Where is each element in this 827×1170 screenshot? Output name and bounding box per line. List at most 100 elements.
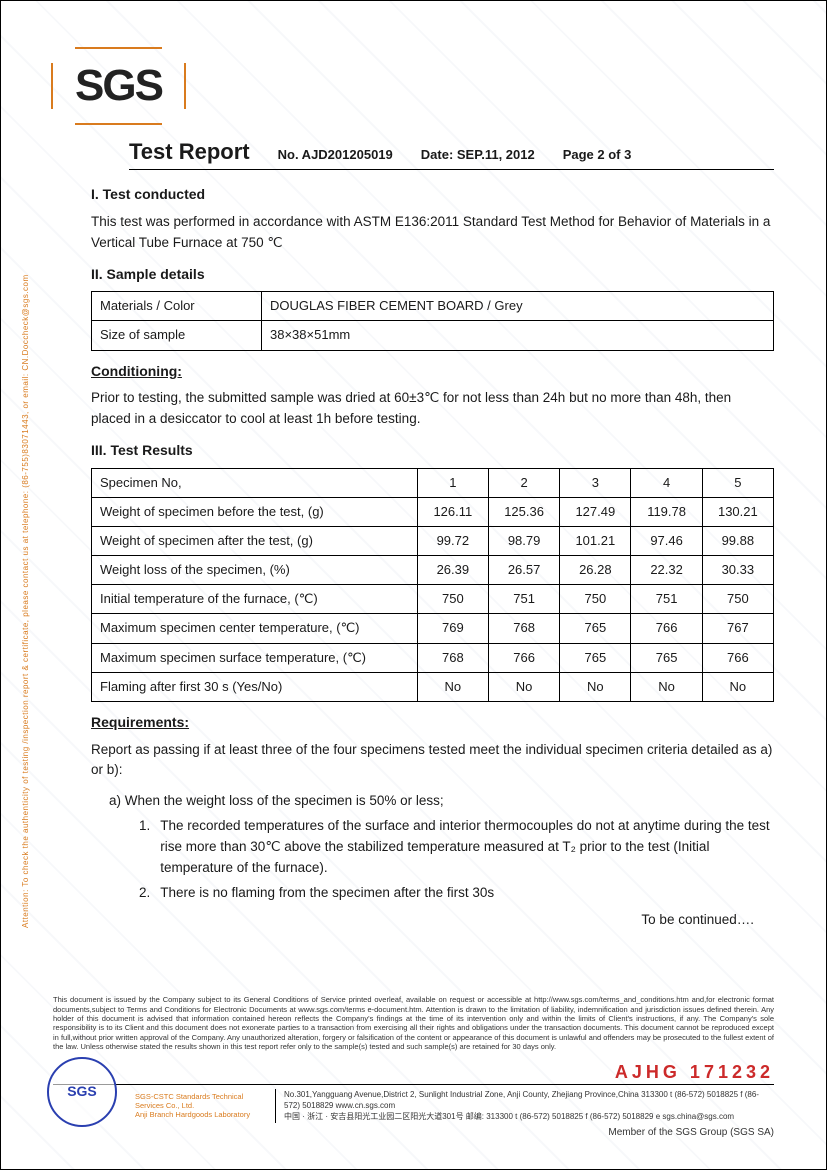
requirements-intro: Report as passing if at least three of t… (91, 740, 774, 782)
cell: 99.72 (417, 527, 488, 556)
req-a2: 2. There is no flaming from the specimen… (139, 883, 774, 904)
section-1-body: This test was performed in accordance wi… (91, 212, 774, 254)
to-be-continued: To be continued…. (91, 910, 774, 931)
cell: 769 (417, 614, 488, 643)
footer-red-code: AJHG 171232 (53, 1061, 774, 1084)
conditioning-heading: Conditioning: (91, 361, 774, 383)
cell: 768 (417, 643, 488, 672)
cell: 125.36 (488, 497, 559, 526)
cell: No (417, 672, 488, 701)
cell: 101.21 (560, 527, 631, 556)
cell: 2 (488, 468, 559, 497)
table-row: Initial temperature of the furnace, (℃)7… (92, 585, 774, 614)
cell: No (488, 672, 559, 701)
cell: 750 (702, 585, 773, 614)
footer-fine-print: This document is issued by the Company s… (53, 995, 774, 1051)
report-page: Page 2 of 3 (563, 147, 632, 162)
requirements-heading: Requirements: (91, 712, 774, 734)
footer-company-line2: Anji Branch Hardgoods Laboratory (135, 1110, 265, 1119)
footer-member: Member of the SGS Group (SGS SA) (53, 1127, 774, 1140)
footer-company-line1: SGS-CSTC Standards Technical Services Co… (135, 1092, 265, 1110)
logo-block: SGS (69, 57, 774, 115)
section-3-heading: III. Test Results (91, 440, 774, 462)
cell: No (631, 672, 702, 701)
table-row: Specimen No,12345 (92, 468, 774, 497)
cell: 766 (631, 614, 702, 643)
table-row: Maximum specimen surface temperature, (℃… (92, 643, 774, 672)
cell: Maximum specimen surface temperature, (℃… (92, 643, 418, 672)
cell: Size of sample (92, 321, 262, 350)
cell: Weight loss of the specimen, (%) (92, 556, 418, 585)
cell: 119.78 (631, 497, 702, 526)
footer-bar: SGS SGS-CSTC Standards Technical Service… (53, 1084, 774, 1123)
list-text: The recorded temperatures of the surface… (160, 816, 774, 879)
cell: 126.11 (417, 497, 488, 526)
report-title: Test Report (129, 139, 250, 165)
cell: Maximum specimen center temperature, (℃) (92, 614, 418, 643)
conditioning-body: Prior to testing, the submitted sample w… (91, 388, 774, 430)
cell: 766 (488, 643, 559, 672)
list-number: 1. (139, 816, 150, 879)
cell: 30.33 (702, 556, 773, 585)
cell: 765 (631, 643, 702, 672)
cell: 98.79 (488, 527, 559, 556)
cell: Specimen No, (92, 468, 418, 497)
sample-details-table: Materials / Color DOUGLAS FIBER CEMENT B… (91, 291, 774, 350)
cell: 767 (702, 614, 773, 643)
table-row: Weight of specimen after the test, (g)99… (92, 527, 774, 556)
cell: 22.32 (631, 556, 702, 585)
cell: 26.28 (560, 556, 631, 585)
report-number: No. AJD201205019 (278, 147, 393, 162)
footer-addr-cn: 中国 · 浙江 · 安吉县阳光工业园二区阳光大道301号 邮编: 313300 … (284, 1111, 774, 1122)
cell: 26.39 (417, 556, 488, 585)
cell: 38×38×51mm (262, 321, 774, 350)
page-content: SGS Test Report No. AJD201205019 Date: S… (1, 1, 826, 971)
cell: No (560, 672, 631, 701)
cell: 5 (702, 468, 773, 497)
test-results-table: Specimen No,12345Weight of specimen befo… (91, 468, 774, 702)
footer-address: No.301,Yangguang Avenue,District 2, Sunl… (275, 1089, 774, 1123)
cell: 768 (488, 614, 559, 643)
cell: 750 (417, 585, 488, 614)
cell: No (702, 672, 773, 701)
cell: 4 (631, 468, 702, 497)
table-row: Materials / Color DOUGLAS FIBER CEMENT B… (92, 292, 774, 321)
footer-addr-en: No.301,Yangguang Avenue,District 2, Sunl… (284, 1089, 774, 1111)
list-number: 2. (139, 883, 150, 904)
cell: 1 (417, 468, 488, 497)
table-row: Flaming after first 30 s (Yes/No)NoNoNoN… (92, 672, 774, 701)
cell: 765 (560, 643, 631, 672)
cell: 26.57 (488, 556, 559, 585)
cell: Flaming after first 30 s (Yes/No) (92, 672, 418, 701)
cell: Weight of specimen after the test, (g) (92, 527, 418, 556)
table-row: Maximum specimen center temperature, (℃)… (92, 614, 774, 643)
cell: Materials / Color (92, 292, 262, 321)
report-header: Test Report No. AJD201205019 Date: SEP.1… (129, 139, 774, 165)
table-row: Size of sample 38×38×51mm (92, 321, 774, 350)
cell: Weight of specimen before the test, (g) (92, 497, 418, 526)
cell: 3 (560, 468, 631, 497)
cell: 750 (560, 585, 631, 614)
req-a1: 1. The recorded temperatures of the surf… (139, 816, 774, 879)
cell: 751 (631, 585, 702, 614)
cell: Initial temperature of the furnace, (℃) (92, 585, 418, 614)
section-1-heading: I. Test conducted (91, 184, 774, 206)
table-row: Weight loss of the specimen, (%)26.3926.… (92, 556, 774, 585)
cell: DOUGLAS FIBER CEMENT BOARD / Grey (262, 292, 774, 321)
cell: 766 (702, 643, 773, 672)
sgs-stamp-icon: SGS (47, 1057, 117, 1127)
body-content: I. Test conducted This test was performe… (91, 184, 774, 931)
cell: 130.21 (702, 497, 773, 526)
list-text: There is no flaming from the specimen af… (160, 883, 494, 904)
section-2-heading: II. Sample details (91, 264, 774, 286)
table-row: Weight of specimen before the test, (g)1… (92, 497, 774, 526)
footer-company: SGS-CSTC Standards Technical Services Co… (135, 1092, 265, 1119)
cell: 97.46 (631, 527, 702, 556)
cell: 127.49 (560, 497, 631, 526)
req-a: a) When the weight loss of the specimen … (109, 791, 774, 812)
report-date: Date: SEP.11, 2012 (421, 147, 535, 162)
header-rule (129, 169, 774, 170)
sgs-logo: SGS (69, 57, 168, 115)
footer: This document is issued by the Company s… (53, 995, 774, 1139)
cell: 751 (488, 585, 559, 614)
